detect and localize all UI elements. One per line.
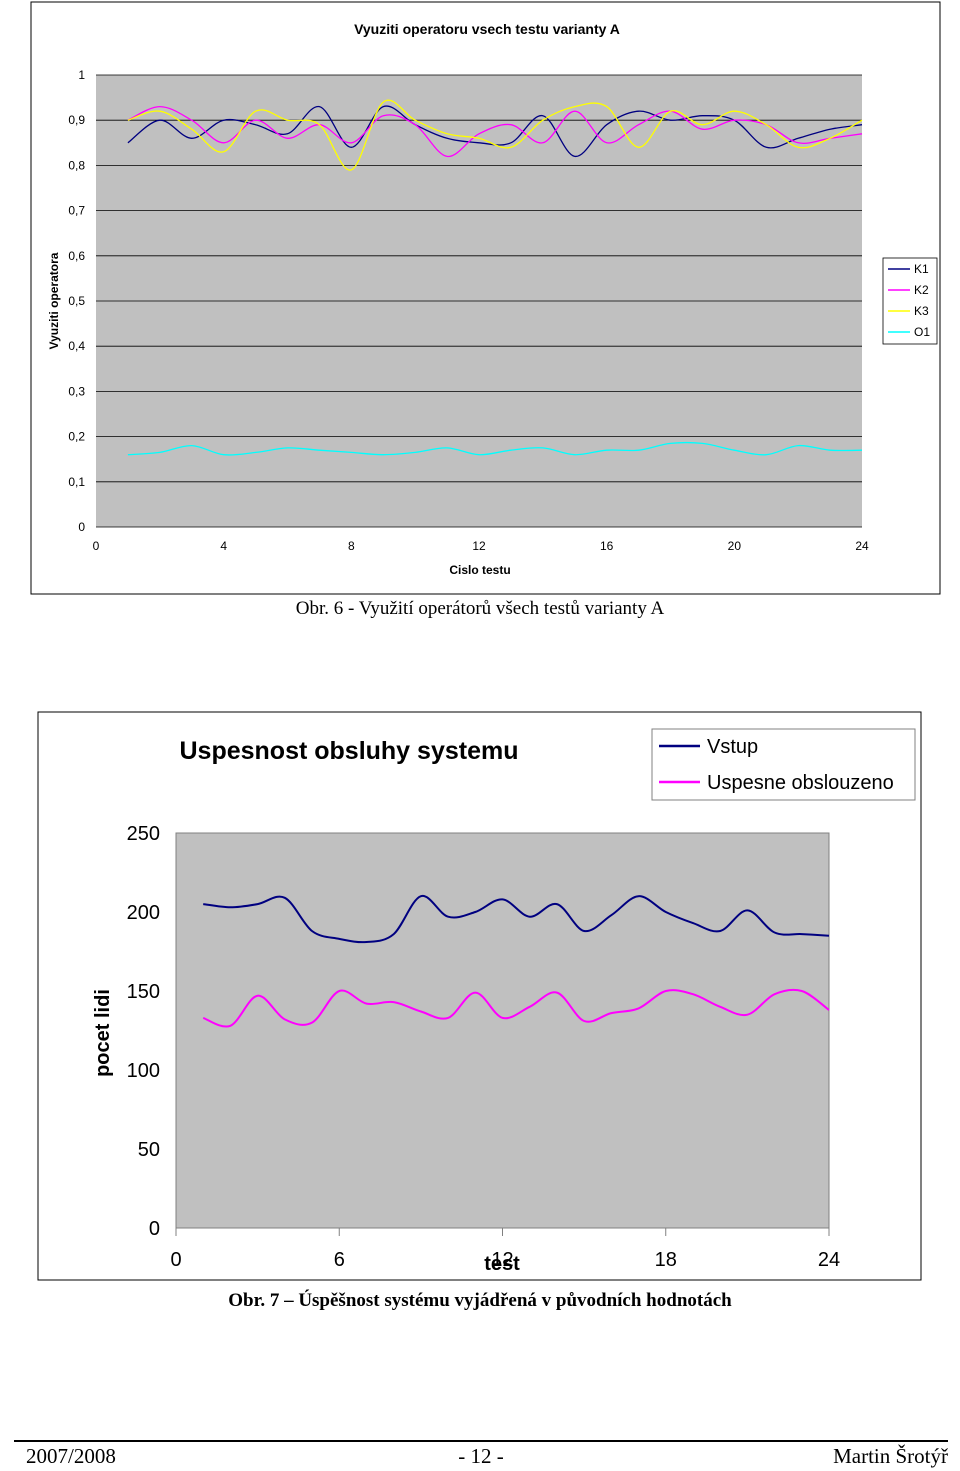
footer-year: 2007/2008 (26, 1444, 116, 1468)
y-tick-label: 0 (78, 520, 85, 534)
plot-area (175, 832, 830, 1229)
legend-label-k2: K2 (914, 283, 929, 297)
x-tick-label: 12 (472, 539, 486, 553)
y-tick-label: 50 (138, 1139, 160, 1161)
y-tick-label: 0,7 (68, 204, 85, 218)
service-success-chart: 0 50 100 150 200 250 0 6 12 18 24 Uspesnost obsluhy… (37, 711, 922, 1281)
x-tick-label: 20 (728, 539, 742, 553)
legend-box (651, 728, 916, 801)
y-axis-label: Vyuziti operatora (47, 252, 61, 349)
legend-label-vstup: Vstup (707, 736, 758, 758)
x-tick-label: 0 (170, 1249, 181, 1271)
series-line-k2 (127, 105, 863, 158)
figure-6-caption: Obr. 6 - Využití operátorů všech testů v… (295, 598, 665, 619)
x-tick-label: 8 (348, 539, 355, 553)
x-tick-label: 12 (491, 1249, 513, 1271)
x-axis-label: Cislo testu (449, 563, 510, 577)
y-tick-label: 0,6 (68, 249, 85, 263)
x-axis-label: test (484, 1253, 520, 1275)
series-line-o1 (127, 441, 863, 456)
x-tick-label: 18 (655, 1249, 677, 1271)
x-tick-label: 16 (600, 539, 614, 553)
utilization-chart: 0 0,1 0,2 0,3 0,4 0,5 0,6 0,7 0,8 0,9 1 0 4 8 12 16 20 24… (30, 1, 941, 595)
y-tick-label: 150 (127, 981, 160, 1003)
chart-title: Vyuziti operatoru vsech testu varianty A (354, 21, 620, 37)
y-tick-label: 200 (127, 902, 160, 924)
legend-box (882, 257, 938, 345)
legend-label-o1: O1 (914, 325, 930, 339)
y-tick-label: 0,2 (68, 430, 85, 444)
series-line-uspesne-obslouzeno (202, 988, 830, 1028)
y-tick-label: 0,1 (68, 475, 85, 489)
x-tick-label: 4 (220, 539, 227, 553)
y-tick-label: 100 (127, 1060, 160, 1082)
legend-label-k1: K1 (914, 262, 929, 276)
series-line-vstup (203, 895, 830, 944)
x-tick-label: 24 (855, 539, 869, 553)
legend-label-k3: K3 (914, 304, 929, 318)
footer-page-number: - 12 - (458, 1444, 504, 1468)
footer-author: Martin Šrotýř (833, 1444, 948, 1468)
x-tick-label: 24 (818, 1249, 840, 1271)
y-tick-label: 0,9 (68, 113, 85, 127)
y-tick-label: 0,4 (68, 339, 85, 353)
x-tick-label: 6 (334, 1249, 345, 1271)
chart-title: Uspesnost obsluhy systemu (180, 737, 519, 765)
y-tick-label: 0,8 (68, 158, 85, 172)
y-tick-label: 0,5 (68, 294, 85, 308)
x-tick-label: 0 (93, 539, 100, 553)
page-footer: 2007/2008 - 12 - Martin Šrotýř (14, 1440, 948, 1471)
y-tick-label: 0,3 (68, 384, 85, 398)
y-tick-label: 1 (78, 68, 85, 82)
y-tick-label: 0 (149, 1218, 160, 1240)
figure-7-caption: Obr. 7 – Úspěšnost systému vyjádřená v p… (228, 1290, 732, 1311)
series-line-k3 (127, 99, 863, 171)
y-axis-label: pocet lidi (92, 989, 114, 1077)
y-tick-label: 250 (127, 823, 160, 845)
legend-label-uspesne-obslouzeno: Uspesne obslouzeno (707, 772, 894, 794)
